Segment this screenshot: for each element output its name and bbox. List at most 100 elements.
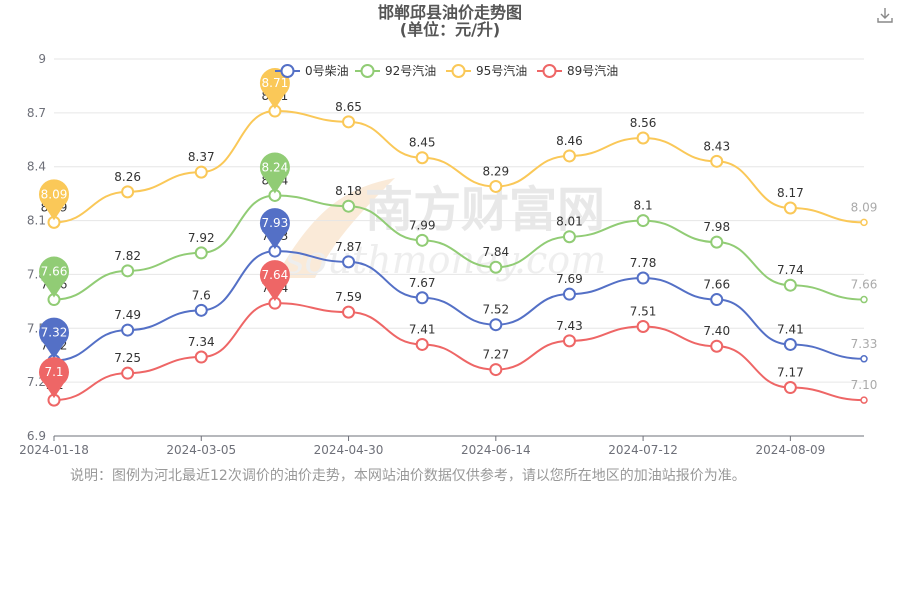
data-label: 7.40	[703, 324, 730, 338]
y-tick-label: 6.9	[27, 429, 46, 443]
data-point	[342, 115, 356, 129]
data-label: 7.82	[114, 249, 141, 263]
data-label: 7.41	[777, 322, 804, 336]
legend-item-label: 95号汽油	[476, 63, 527, 78]
data-label: 7.67	[409, 276, 436, 290]
data-label: 8.01	[556, 215, 583, 229]
data-point	[415, 151, 429, 165]
data-label: 7.34	[188, 335, 215, 349]
data-point	[342, 305, 356, 319]
data-label: 7.84	[482, 245, 509, 259]
data-point	[710, 235, 724, 249]
data-point	[489, 260, 503, 274]
series-line-0	[53, 250, 865, 362]
data-point	[860, 218, 868, 227]
data-label: 7.92	[188, 231, 215, 245]
data-label: 7.49	[114, 308, 141, 322]
series-line-1	[53, 194, 865, 301]
legend-swatch	[542, 64, 557, 78]
data-point	[636, 271, 650, 285]
data-point	[194, 350, 208, 364]
data-point	[636, 214, 650, 228]
data-point	[121, 185, 135, 199]
series-line-2	[53, 110, 865, 224]
series-line-3	[53, 302, 865, 402]
data-label: 7.78	[630, 256, 657, 270]
pin-marker-label: 8.09	[41, 187, 68, 201]
data-point	[415, 291, 429, 305]
pin-marker	[39, 357, 69, 388]
data-label: 8.1	[634, 199, 653, 213]
data-point	[783, 201, 797, 215]
download-icon[interactable]	[876, 6, 894, 24]
data-point	[562, 334, 576, 348]
data-point	[489, 363, 503, 377]
pin-marker-label: 7.66	[41, 265, 68, 279]
data-label: 7.51	[630, 304, 657, 318]
pin-marker	[39, 179, 69, 210]
x-tick-label: 2024-04-30	[314, 443, 384, 457]
data-label: 7.74	[777, 263, 804, 277]
data-label: 8.46	[556, 134, 583, 148]
data-label: 7.27	[482, 348, 509, 362]
data-label: 7.69	[556, 272, 583, 286]
data-point	[860, 355, 868, 363]
data-label: 7.66	[703, 278, 730, 292]
data-point	[636, 319, 650, 333]
data-point	[342, 255, 356, 269]
pin-marker-label: 8.24	[262, 160, 289, 174]
data-point	[415, 233, 429, 247]
x-tick-label: 2024-08-09	[755, 443, 825, 457]
legend-swatch	[360, 64, 375, 78]
data-label: 7.43	[556, 319, 583, 333]
data-point	[562, 287, 576, 301]
legend-item-label: 0号柴油	[305, 64, 349, 78]
data-point	[710, 339, 724, 353]
data-point	[562, 230, 576, 244]
data-label: 8.29	[482, 164, 509, 178]
pin-marker-label: 7.93	[262, 216, 289, 230]
data-label: 8.43	[703, 139, 730, 153]
data-point	[860, 396, 868, 404]
data-point	[860, 295, 868, 304]
pin-marker	[39, 317, 69, 348]
data-label: 7.98	[703, 220, 730, 234]
chart-note: 说明：图例为河北最近12次调价的油价走势，本网站油价数据仅供参考，请以您所在地区…	[70, 468, 746, 484]
legend-swatch	[451, 64, 466, 78]
data-point	[489, 179, 503, 193]
data-label: 8.65	[335, 100, 362, 114]
pin-marker	[259, 260, 290, 291]
data-point	[121, 323, 135, 337]
data-point	[783, 337, 797, 351]
data-point	[415, 337, 429, 351]
pin-marker-label: 8.71	[262, 76, 289, 90]
data-label: 7.6	[192, 288, 211, 302]
y-tick-label: 8.7	[27, 106, 46, 120]
pin-marker	[259, 208, 290, 239]
chart-title: 邯郸邱县油价走势图	[377, 3, 522, 22]
data-point	[121, 366, 135, 380]
y-tick-label: 9	[38, 52, 46, 66]
data-point	[783, 381, 797, 395]
data-label: 7.52	[482, 303, 509, 317]
data-label: 7.25	[114, 351, 141, 365]
data-point	[194, 303, 208, 317]
pin-marker	[259, 152, 290, 183]
x-tick-label: 2024-06-14	[461, 443, 531, 457]
pin-marker-label: 7.1	[44, 365, 63, 379]
data-label: 8.18	[335, 184, 362, 198]
legend-swatch	[280, 64, 295, 78]
data-label: 7.17	[777, 366, 804, 380]
data-point	[194, 246, 208, 260]
data-point	[194, 165, 208, 179]
data-point	[636, 131, 650, 145]
chart-subtitle: (单位：元/升)	[399, 20, 501, 39]
pin-marker-label: 7.32	[41, 326, 68, 340]
data-point	[121, 264, 135, 278]
y-tick-label: 8.1	[27, 214, 46, 228]
data-label: 8.09	[851, 200, 878, 214]
legend-item-label: 92号汽油	[385, 63, 436, 78]
data-label: 7.87	[335, 240, 362, 254]
data-point	[710, 154, 724, 168]
